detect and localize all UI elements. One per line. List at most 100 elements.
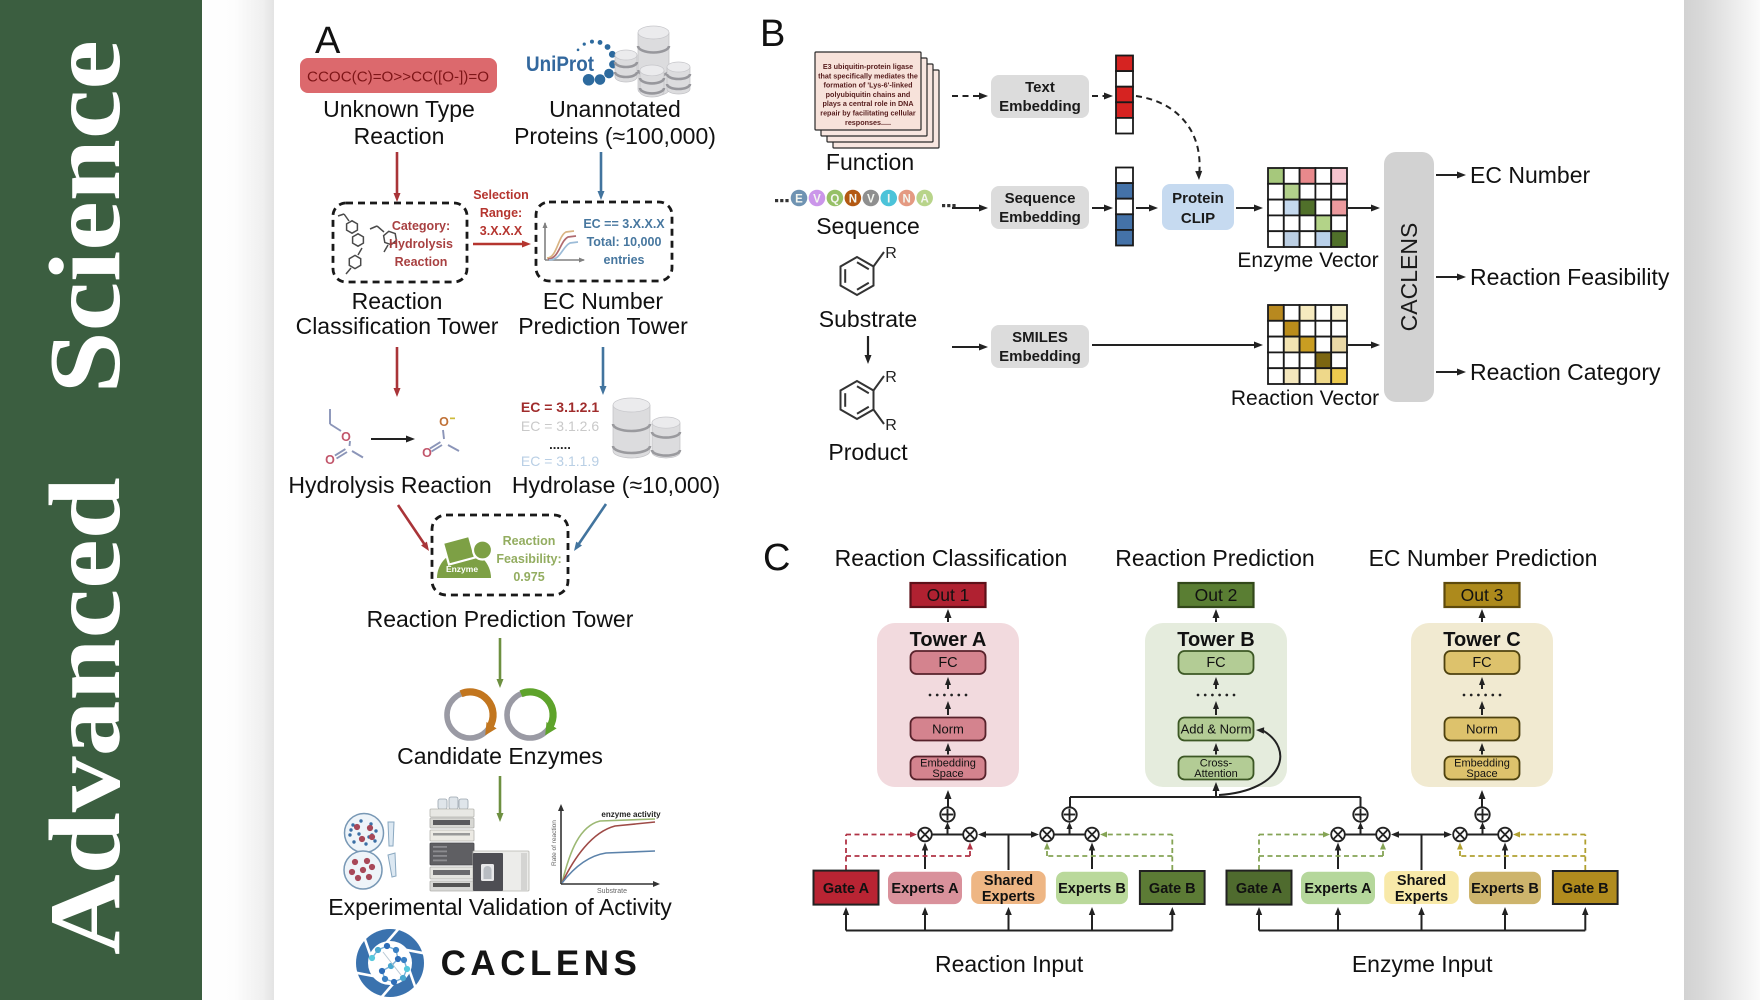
- svg-text:FC: FC: [1472, 655, 1491, 671]
- svg-text:Experts B: Experts B: [1058, 881, 1126, 897]
- svg-text:CLIP: CLIP: [1181, 210, 1215, 227]
- svg-text:SMILES: SMILES: [1012, 329, 1068, 346]
- svg-text:Experts: Experts: [982, 889, 1035, 905]
- svg-text:Tower B: Tower B: [1177, 629, 1254, 651]
- svg-text:E: E: [795, 194, 803, 206]
- svg-text:Space: Space: [932, 768, 963, 780]
- svg-text:Feasibility:: Feasibility:: [496, 552, 561, 566]
- svg-text:Total: 10,000: Total: 10,000: [587, 235, 662, 249]
- svg-text:Classification Tower: Classification Tower: [296, 313, 499, 339]
- svg-text:Space: Space: [1466, 768, 1497, 780]
- svg-text:EC = 3.1.2.1: EC = 3.1.2.1: [521, 399, 599, 415]
- svg-text:Reaction: Reaction: [395, 255, 448, 269]
- svg-text:0.975: 0.975: [513, 570, 544, 584]
- svg-text:EC == 3.X.X.X: EC == 3.X.X.X: [583, 217, 665, 231]
- svg-text:O: O: [325, 453, 335, 467]
- svg-text:V: V: [813, 194, 821, 206]
- svg-text:EC Number: EC Number: [543, 288, 663, 314]
- svg-text:Proteins (≈100,000): Proteins (≈100,000): [514, 123, 716, 149]
- svg-text:Out 2: Out 2: [1195, 585, 1238, 605]
- svg-text:O: O: [341, 430, 351, 444]
- svg-text:......: ......: [549, 437, 571, 452]
- svg-text:that specifically mediates the: that specifically mediates the: [818, 71, 918, 80]
- svg-text:Hydrolysis Reaction: Hydrolysis Reaction: [288, 472, 491, 498]
- svg-text:EC = 3.1.2.6: EC = 3.1.2.6: [521, 418, 599, 434]
- svg-text:R: R: [885, 417, 897, 434]
- svg-text:Embedding: Embedding: [999, 209, 1081, 226]
- svg-text:Candidate Enzymes: Candidate Enzymes: [397, 743, 603, 769]
- svg-text:Reaction Classification: Reaction Classification: [835, 545, 1068, 571]
- svg-text:Experts A: Experts A: [1304, 881, 1372, 897]
- svg-text:CACLENS: CACLENS: [1396, 223, 1422, 332]
- svg-text:Experts: Experts: [1395, 889, 1448, 905]
- svg-text:entries: entries: [604, 253, 645, 267]
- svg-text:Embedding: Embedding: [920, 758, 976, 770]
- svg-text:Norm: Norm: [932, 722, 964, 737]
- svg-text:Reaction Prediction: Reaction Prediction: [1115, 545, 1314, 571]
- svg-text:Reaction: Reaction: [503, 534, 556, 548]
- svg-text:C: C: [763, 537, 790, 579]
- svg-text:Gate A: Gate A: [1236, 881, 1283, 897]
- svg-text:Embedding: Embedding: [999, 348, 1081, 365]
- svg-text:Experts B: Experts B: [1471, 881, 1539, 897]
- svg-text:formation of 'Lys-6'-linked: formation of 'Lys-6'-linked: [823, 81, 912, 90]
- svg-text:Embedding: Embedding: [999, 98, 1081, 115]
- svg-text:Text: Text: [1025, 79, 1055, 96]
- svg-text:responses.....: responses.....: [845, 118, 891, 127]
- svg-text:repair by facilitating cellula: repair by facilitating cellular: [820, 109, 916, 118]
- svg-text:Sequence: Sequence: [1005, 190, 1076, 207]
- svg-text:CACLENS: CACLENS: [441, 944, 642, 983]
- svg-text:Category:: Category:: [392, 219, 450, 233]
- svg-text:Substrate: Substrate: [597, 888, 627, 895]
- svg-text:Gate A: Gate A: [823, 881, 870, 897]
- svg-text:FC: FC: [1206, 655, 1225, 671]
- svg-text:N: N: [903, 194, 911, 206]
- svg-text:Shared: Shared: [984, 873, 1033, 889]
- svg-text:Attention: Attention: [1194, 768, 1237, 780]
- svg-text:Gate B: Gate B: [1562, 881, 1609, 897]
- svg-text:E3 ubiquitin-protein ligase: E3 ubiquitin-protein ligase: [823, 62, 913, 71]
- svg-text:Out 1: Out 1: [927, 585, 970, 605]
- svg-text:I: I: [887, 194, 890, 206]
- svg-text:Q: Q: [830, 194, 839, 206]
- svg-text:Reaction Feasibility: Reaction Feasibility: [1470, 264, 1670, 290]
- svg-text:Embedding: Embedding: [1454, 758, 1510, 770]
- svg-text:V: V: [867, 194, 875, 206]
- svg-text:Function: Function: [826, 149, 914, 175]
- svg-text:Reaction: Reaction: [352, 288, 443, 314]
- svg-text:Rate of reaction: Rate of reaction: [551, 820, 558, 866]
- svg-text:Hydrolysis: Hydrolysis: [389, 237, 453, 251]
- svg-text:Prediction Tower: Prediction Tower: [518, 313, 688, 339]
- svg-text:Hydrolase (≈10,000): Hydrolase (≈10,000): [512, 472, 720, 498]
- svg-text:enzyme activity: enzyme activity: [601, 810, 661, 819]
- svg-text:FC: FC: [938, 655, 957, 671]
- svg-text:Out 3: Out 3: [1461, 585, 1504, 605]
- svg-text:Sequence: Sequence: [816, 213, 920, 239]
- svg-text:Range:: Range:: [480, 206, 522, 220]
- svg-text:plays a central role in DNA: plays a central role in DNA: [822, 99, 913, 108]
- svg-text:Selection: Selection: [473, 188, 529, 202]
- svg-text:N: N: [849, 194, 857, 206]
- svg-text:CCOC(C)=O>>CC([O-])=O: CCOC(C)=O>>CC([O-])=O: [307, 70, 489, 86]
- svg-text:EC = 3.1.1.9: EC = 3.1.1.9: [521, 453, 599, 469]
- svg-text:Reaction: Reaction: [354, 123, 445, 149]
- svg-text:A: A: [920, 194, 928, 206]
- svg-text:Tower C: Tower C: [1443, 629, 1520, 651]
- svg-text:O: O: [439, 415, 449, 429]
- svg-text:EC Number Prediction: EC Number Prediction: [1369, 545, 1598, 571]
- svg-text:Reaction Input: Reaction Input: [935, 951, 1084, 977]
- svg-text:Protein: Protein: [1172, 190, 1224, 207]
- svg-text:Experimental Validation of Act: Experimental Validation of Activity: [328, 894, 672, 920]
- svg-text:Product: Product: [828, 439, 908, 465]
- svg-text:polyubiquitin chains and: polyubiquitin chains and: [826, 90, 911, 99]
- svg-text:Cross-: Cross-: [1200, 758, 1233, 770]
- svg-text:UniProt: UniProt: [526, 53, 594, 76]
- svg-text:3.X.X.X: 3.X.X.X: [480, 224, 523, 238]
- svg-text:Gate B: Gate B: [1149, 881, 1196, 897]
- svg-text:Advanced Science: Advanced Science: [29, 40, 142, 955]
- svg-text:Reaction Category: Reaction Category: [1470, 359, 1661, 385]
- svg-text:Add & Norm: Add & Norm: [1181, 722, 1252, 737]
- svg-text:Shared: Shared: [1397, 873, 1446, 889]
- svg-text:Experts A: Experts A: [891, 881, 959, 897]
- svg-text:Enzyme Input: Enzyme Input: [1352, 951, 1493, 977]
